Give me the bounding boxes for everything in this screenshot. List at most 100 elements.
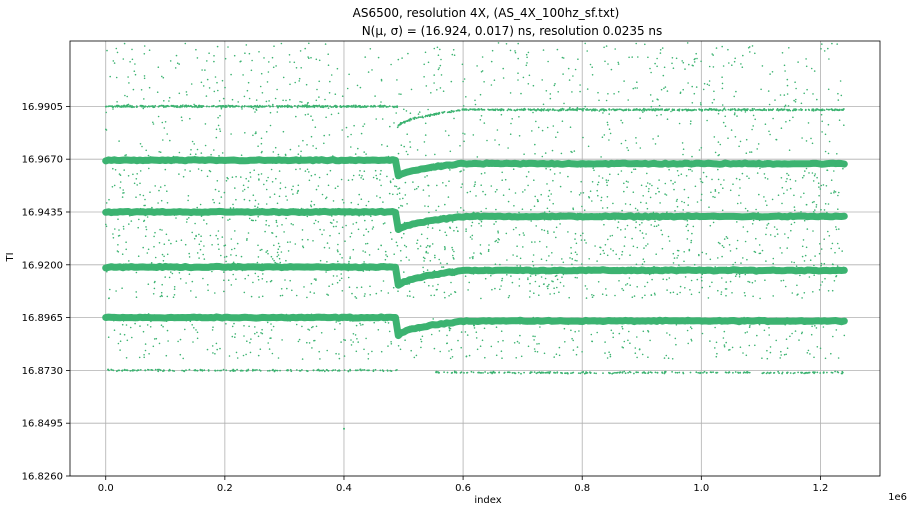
data-point (479, 119, 482, 121)
data-point (278, 257, 281, 260)
data-point (598, 212, 601, 215)
data-point (189, 105, 192, 107)
data-point (519, 257, 522, 260)
data-point (792, 319, 794, 322)
data-point (216, 180, 219, 182)
data-point (564, 372, 566, 375)
data-point (118, 369, 121, 372)
data-point (636, 163, 638, 166)
data-point (330, 209, 333, 212)
data-point (450, 109, 453, 112)
data-point (452, 216, 455, 218)
data-point (657, 99, 659, 101)
data-point (676, 216, 679, 218)
data-point (838, 217, 841, 220)
data-point (462, 108, 465, 111)
data-point (766, 214, 769, 216)
data-point (657, 109, 660, 111)
data-point (300, 263, 303, 266)
data-point (463, 372, 465, 374)
data-point (767, 90, 770, 92)
data-point (396, 332, 399, 334)
data-point (818, 319, 820, 322)
data-point (678, 319, 681, 322)
data-point (612, 372, 615, 374)
data-point (227, 212, 230, 214)
data-point (690, 120, 692, 122)
data-point (576, 216, 579, 219)
data-point (331, 283, 334, 286)
data-point (463, 78, 466, 80)
data-point (643, 320, 646, 323)
data-point (249, 171, 251, 174)
data-point (624, 372, 627, 375)
data-point (123, 42, 126, 45)
data-point (835, 163, 838, 166)
data-point (818, 252, 821, 255)
data-point (634, 347, 637, 349)
data-point (394, 315, 397, 318)
data-point (296, 209, 299, 212)
data-point (184, 42, 187, 45)
data-point (807, 349, 810, 352)
data-point (166, 329, 169, 332)
data-point (560, 109, 563, 111)
data-point (689, 371, 692, 374)
data-point (532, 316, 535, 319)
data-point (512, 215, 514, 218)
data-point (398, 323, 400, 326)
data-point (634, 269, 637, 272)
data-point (707, 297, 710, 299)
data-point (555, 226, 558, 229)
data-point (784, 104, 787, 107)
data-point (419, 116, 422, 118)
data-point (742, 54, 744, 57)
data-point (121, 370, 124, 372)
data-point (355, 212, 358, 215)
data-point (514, 213, 516, 216)
data-point (230, 238, 233, 240)
data-point (584, 269, 587, 272)
data-point (139, 160, 142, 163)
data-point (372, 226, 375, 228)
data-point (193, 327, 195, 329)
data-point (154, 231, 156, 234)
data-point (231, 262, 234, 265)
data-point (293, 105, 296, 107)
data-point (605, 270, 608, 273)
data-point (152, 123, 155, 125)
data-point (716, 320, 719, 322)
data-point (509, 133, 512, 135)
data-point (676, 269, 679, 271)
data-point (339, 267, 342, 270)
data-point (391, 238, 393, 240)
data-point (173, 265, 176, 267)
data-point (771, 162, 774, 165)
data-point (192, 160, 195, 163)
data-point (372, 210, 375, 213)
data-point (822, 372, 825, 374)
data-point (593, 318, 596, 321)
data-point (142, 160, 145, 162)
data-point (294, 212, 296, 214)
data-point (247, 317, 249, 320)
data-point (605, 99, 608, 102)
data-point (112, 60, 115, 62)
data-point (319, 105, 321, 108)
data-point (696, 57, 698, 60)
data-point (301, 325, 303, 328)
data-point (123, 369, 126, 371)
data-point (445, 325, 448, 327)
data-point (714, 326, 716, 329)
data-point (186, 161, 189, 163)
data-point (513, 342, 516, 344)
data-point (592, 269, 594, 272)
data-point (245, 213, 247, 215)
data-point (318, 369, 321, 372)
data-point (619, 108, 622, 111)
data-point (153, 267, 155, 270)
data-point (368, 254, 371, 256)
data-point (289, 368, 292, 371)
data-point (449, 169, 451, 171)
data-point (826, 271, 829, 274)
